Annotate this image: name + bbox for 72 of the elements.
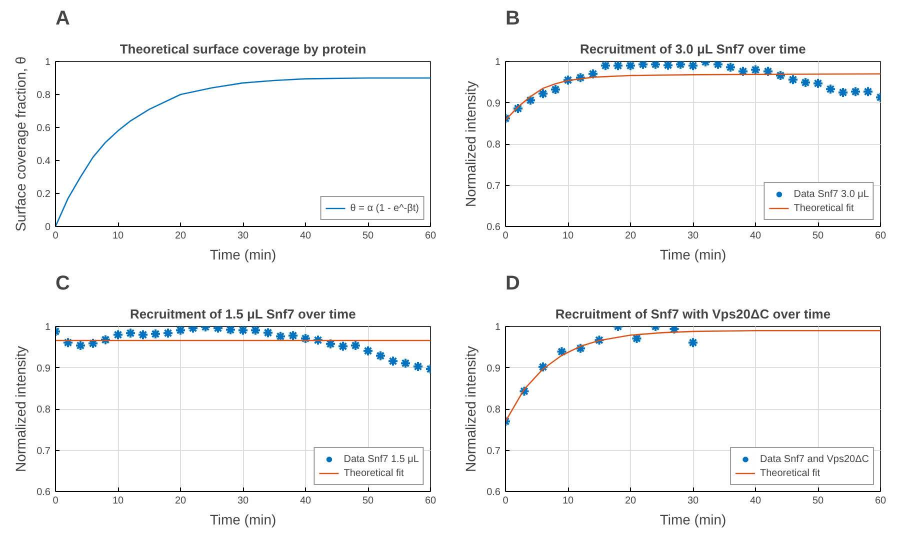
x-tick-label: 0 — [502, 230, 509, 242]
x-tick-label: 30 — [237, 496, 249, 506]
x-tick-label: 30 — [687, 496, 699, 506]
x-axis-title: Time (min) — [660, 246, 726, 262]
y-tick-label: 0.6 — [486, 222, 501, 233]
y-tick-label: 1 — [494, 57, 501, 68]
text: B — [506, 8, 520, 30]
x-tick-label: 10 — [112, 496, 124, 506]
y-tick-label: 0.9 — [36, 363, 51, 374]
text: D — [506, 272, 520, 294]
text: C — [56, 272, 70, 294]
chart-title: Recruitment of 1.5 μL Snf7 over time — [130, 306, 356, 322]
legend-label: Theoretical fit — [760, 466, 820, 480]
x-tick-label: 50 — [362, 496, 374, 506]
y-tick-label: 0.6 — [36, 487, 51, 498]
y-tick-label: 0.9 — [486, 98, 501, 110]
x-tick-label: 40 — [750, 230, 762, 242]
x-tick-label: 60 — [874, 496, 886, 506]
x-tick-label: 40 — [300, 496, 312, 506]
legend-label: Data Snf7 1.5 μL — [344, 452, 419, 466]
y-tick-label: 0.6 — [486, 487, 501, 498]
y-tick-label: 0.6 — [36, 123, 51, 134]
x-tick-label: 10 — [562, 230, 574, 242]
x-tick-label: 50 — [812, 496, 824, 506]
x-tick-label: 20 — [624, 230, 636, 242]
legend-label: Data Snf7 3.0 μL — [794, 188, 869, 201]
x-axis-title: Time (min) — [210, 512, 276, 528]
x-tick-label: 50 — [812, 230, 824, 242]
y-axis-title: Normalized intensity — [462, 346, 479, 472]
y-tick-label: 0.7 — [486, 446, 501, 457]
x-tick-label: 40 — [750, 496, 762, 506]
y-tick-label: 0.8 — [36, 404, 51, 416]
chart-title: Recruitment of 3.0 μL Snf7 over time — [580, 42, 806, 56]
x-tick-label: 10 — [562, 496, 574, 506]
y-tick-label: 0.4 — [36, 156, 51, 167]
x-tick-label: 0 — [52, 230, 59, 242]
legend-label: θ = α (1 - e^-βt) — [350, 202, 419, 215]
x-tick-label: 20 — [174, 496, 186, 506]
x-tick-label: 20 — [174, 230, 186, 242]
y-axis-title: Surface coverage fraction, θ — [12, 56, 29, 232]
legend-label: Theoretical fit — [794, 202, 854, 215]
y-tick-label: 0.2 — [36, 189, 51, 200]
legend-label: Data Snf7 and Vps20ΔC — [760, 452, 869, 466]
chart-title: Recruitment of Snf7 with Vps20ΔC over time — [555, 306, 831, 322]
x-tick-label: 60 — [424, 230, 436, 242]
x-tick-label: 60 — [424, 496, 436, 506]
x-tick-label: 30 — [237, 230, 249, 242]
x-tick-label: 60 — [874, 230, 886, 242]
y-tick-label: 0.8 — [36, 90, 51, 101]
legend-label: Theoretical fit — [344, 466, 404, 480]
y-tick-label: 0.8 — [486, 404, 501, 416]
x-tick-label: 40 — [300, 230, 312, 242]
x-tick-label: 0 — [52, 496, 59, 506]
text: A — [56, 8, 70, 30]
x-tick-label: 30 — [687, 230, 699, 242]
y-tick-label: 1 — [44, 57, 51, 68]
y-tick-label: 0.7 — [36, 446, 51, 457]
y-tick-label: 0 — [44, 222, 51, 233]
y-axis-title: Normalized intensity — [462, 80, 479, 208]
y-tick-label: 1 — [44, 322, 51, 333]
chart-title: Theoretical surface coverage by protein — [120, 42, 366, 56]
y-tick-label: 0.8 — [486, 140, 501, 150]
x-tick-label: 50 — [362, 230, 374, 242]
x-tick-label: 10 — [112, 230, 124, 242]
x-axis-title: Time (min) — [660, 512, 726, 528]
x-tick-label: 0 — [502, 496, 509, 506]
y-tick-label: 0.9 — [486, 363, 501, 374]
y-tick-label: 1 — [494, 322, 501, 333]
x-axis-title: Time (min) — [210, 246, 276, 262]
y-axis-title: Normalized intensity — [12, 346, 29, 472]
x-tick-label: 20 — [624, 496, 636, 506]
y-tick-label: 0.7 — [486, 180, 501, 192]
